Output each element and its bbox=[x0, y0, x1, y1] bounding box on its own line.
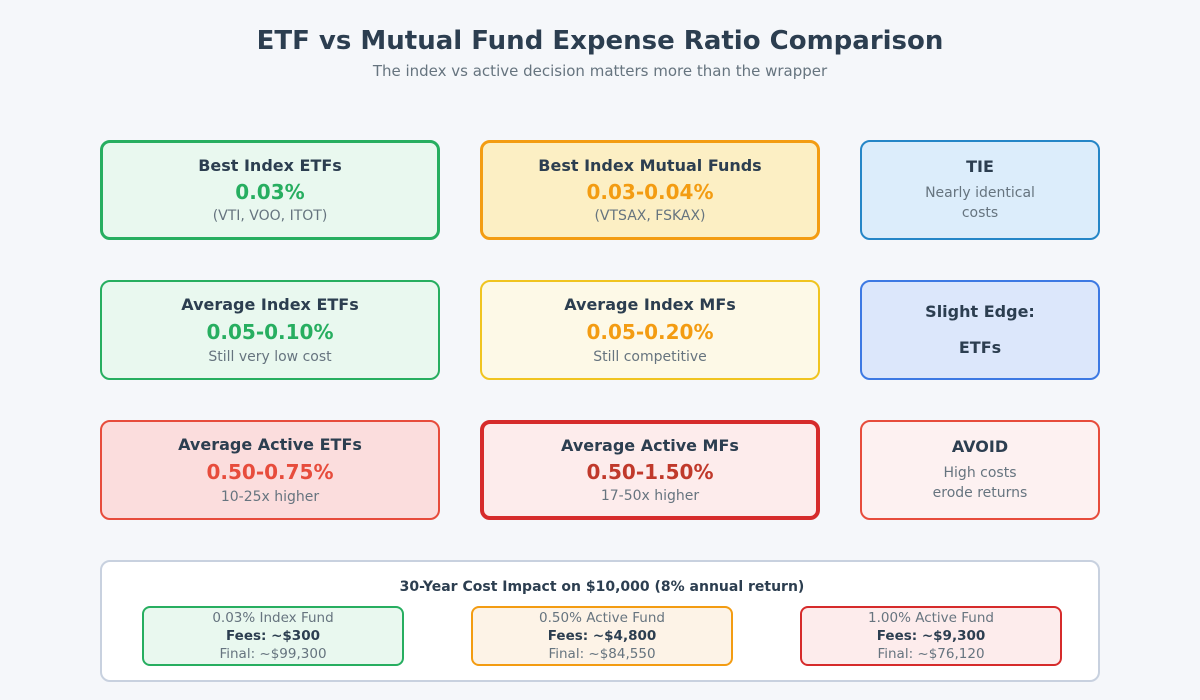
card-subtext: 17-50x higher bbox=[600, 487, 700, 504]
card-title: Best Index ETFs bbox=[198, 155, 342, 175]
card-subtext: (VTSAX, FSKAX) bbox=[594, 208, 706, 225]
card-title: Best Index Mutual Funds bbox=[538, 155, 762, 175]
card-verdict-slight-edge-etfs: Slight Edge: ETFs bbox=[860, 280, 1100, 380]
card-subtext: Nearly identical costs bbox=[925, 183, 1035, 223]
card-best-index-mutual-funds: Best Index Mutual Funds 0.03-0.04% (VTSA… bbox=[480, 140, 820, 240]
card-title: TIE bbox=[966, 157, 994, 176]
impact-fees: Fees: ~$4,800 bbox=[547, 628, 657, 644]
impact-fees: Fees: ~$9,300 bbox=[876, 628, 986, 644]
impact-final: Final: ~$76,120 bbox=[877, 646, 985, 662]
card-average-index-etfs: Average Index ETFs 0.05-0.10% Still very… bbox=[100, 280, 440, 380]
card-subtext-line1: Nearly identical bbox=[925, 185, 1035, 201]
card-average-active-etfs: Average Active ETFs 0.50-0.75% 10-25x hi… bbox=[100, 420, 440, 520]
card-title: Average Active MFs bbox=[561, 436, 739, 456]
card-subtext: 10-25x higher bbox=[220, 488, 320, 505]
card-subtext-line1: High costs bbox=[943, 465, 1017, 481]
page-title: ETF vs Mutual Fund Expense Ratio Compari… bbox=[256, 26, 944, 56]
card-title: Average Index MFs bbox=[564, 295, 736, 315]
cost-impact-panel: 30-Year Cost Impact on $10,000 (8% annua… bbox=[100, 560, 1100, 682]
card-subtext: (VTI, VOO, ITOT) bbox=[212, 208, 328, 225]
card-value: 0.05-0.20% bbox=[586, 319, 714, 344]
card-value: 0.05-0.10% bbox=[206, 319, 334, 344]
card-title-line1: Slight Edge: bbox=[925, 301, 1035, 321]
impact-fund-name: 0.50% Active Fund bbox=[539, 610, 665, 626]
page-subtitle: The index vs active decision matters mor… bbox=[372, 62, 828, 80]
impact-final: Final: ~$84,550 bbox=[548, 646, 656, 662]
card-subtext: Still very low cost bbox=[208, 348, 332, 365]
card-value: 0.50-1.50% bbox=[586, 459, 714, 484]
impact-box-index-fund: 0.03% Index Fund Fees: ~$300 Final: ~$99… bbox=[142, 606, 404, 666]
card-best-index-etfs: Best Index ETFs 0.03% (VTI, VOO, ITOT) bbox=[100, 140, 440, 240]
card-value: 0.03% bbox=[235, 179, 305, 204]
card-average-index-mfs: Average Index MFs 0.05-0.20% Still compe… bbox=[480, 280, 820, 380]
card-subtext: High costs erode returns bbox=[933, 463, 1028, 503]
cost-impact-title: 30-Year Cost Impact on $10,000 (8% annua… bbox=[399, 579, 805, 595]
impact-box-active-fund-100: 1.00% Active Fund Fees: ~$9,300 Final: ~… bbox=[800, 606, 1062, 666]
card-title-line2: ETFs bbox=[958, 338, 1002, 358]
card-verdict-tie: TIE Nearly identical costs bbox=[860, 140, 1100, 240]
impact-fund-name: 1.00% Active Fund bbox=[868, 610, 994, 626]
impact-fund-name: 0.03% Index Fund bbox=[212, 610, 334, 626]
card-subtext: Still competitive bbox=[593, 348, 707, 365]
card-title: AVOID bbox=[951, 437, 1009, 456]
impact-fees: Fees: ~$300 bbox=[225, 628, 320, 644]
card-subtext-line2: erode returns bbox=[932, 485, 1028, 501]
card-subtext-line2: costs bbox=[961, 205, 999, 221]
card-value: 0.03-0.04% bbox=[586, 179, 714, 204]
card-value: 0.50-0.75% bbox=[206, 459, 334, 484]
card-title: Average Active ETFs bbox=[178, 435, 362, 455]
impact-final: Final: ~$99,300 bbox=[219, 646, 327, 662]
card-verdict-avoid: AVOID High costs erode returns bbox=[860, 420, 1100, 520]
impact-box-active-fund-050: 0.50% Active Fund Fees: ~$4,800 Final: ~… bbox=[471, 606, 733, 666]
card-title: Average Index ETFs bbox=[181, 295, 359, 315]
card-average-active-mfs: Average Active MFs 0.50-1.50% 17-50x hig… bbox=[480, 420, 820, 520]
